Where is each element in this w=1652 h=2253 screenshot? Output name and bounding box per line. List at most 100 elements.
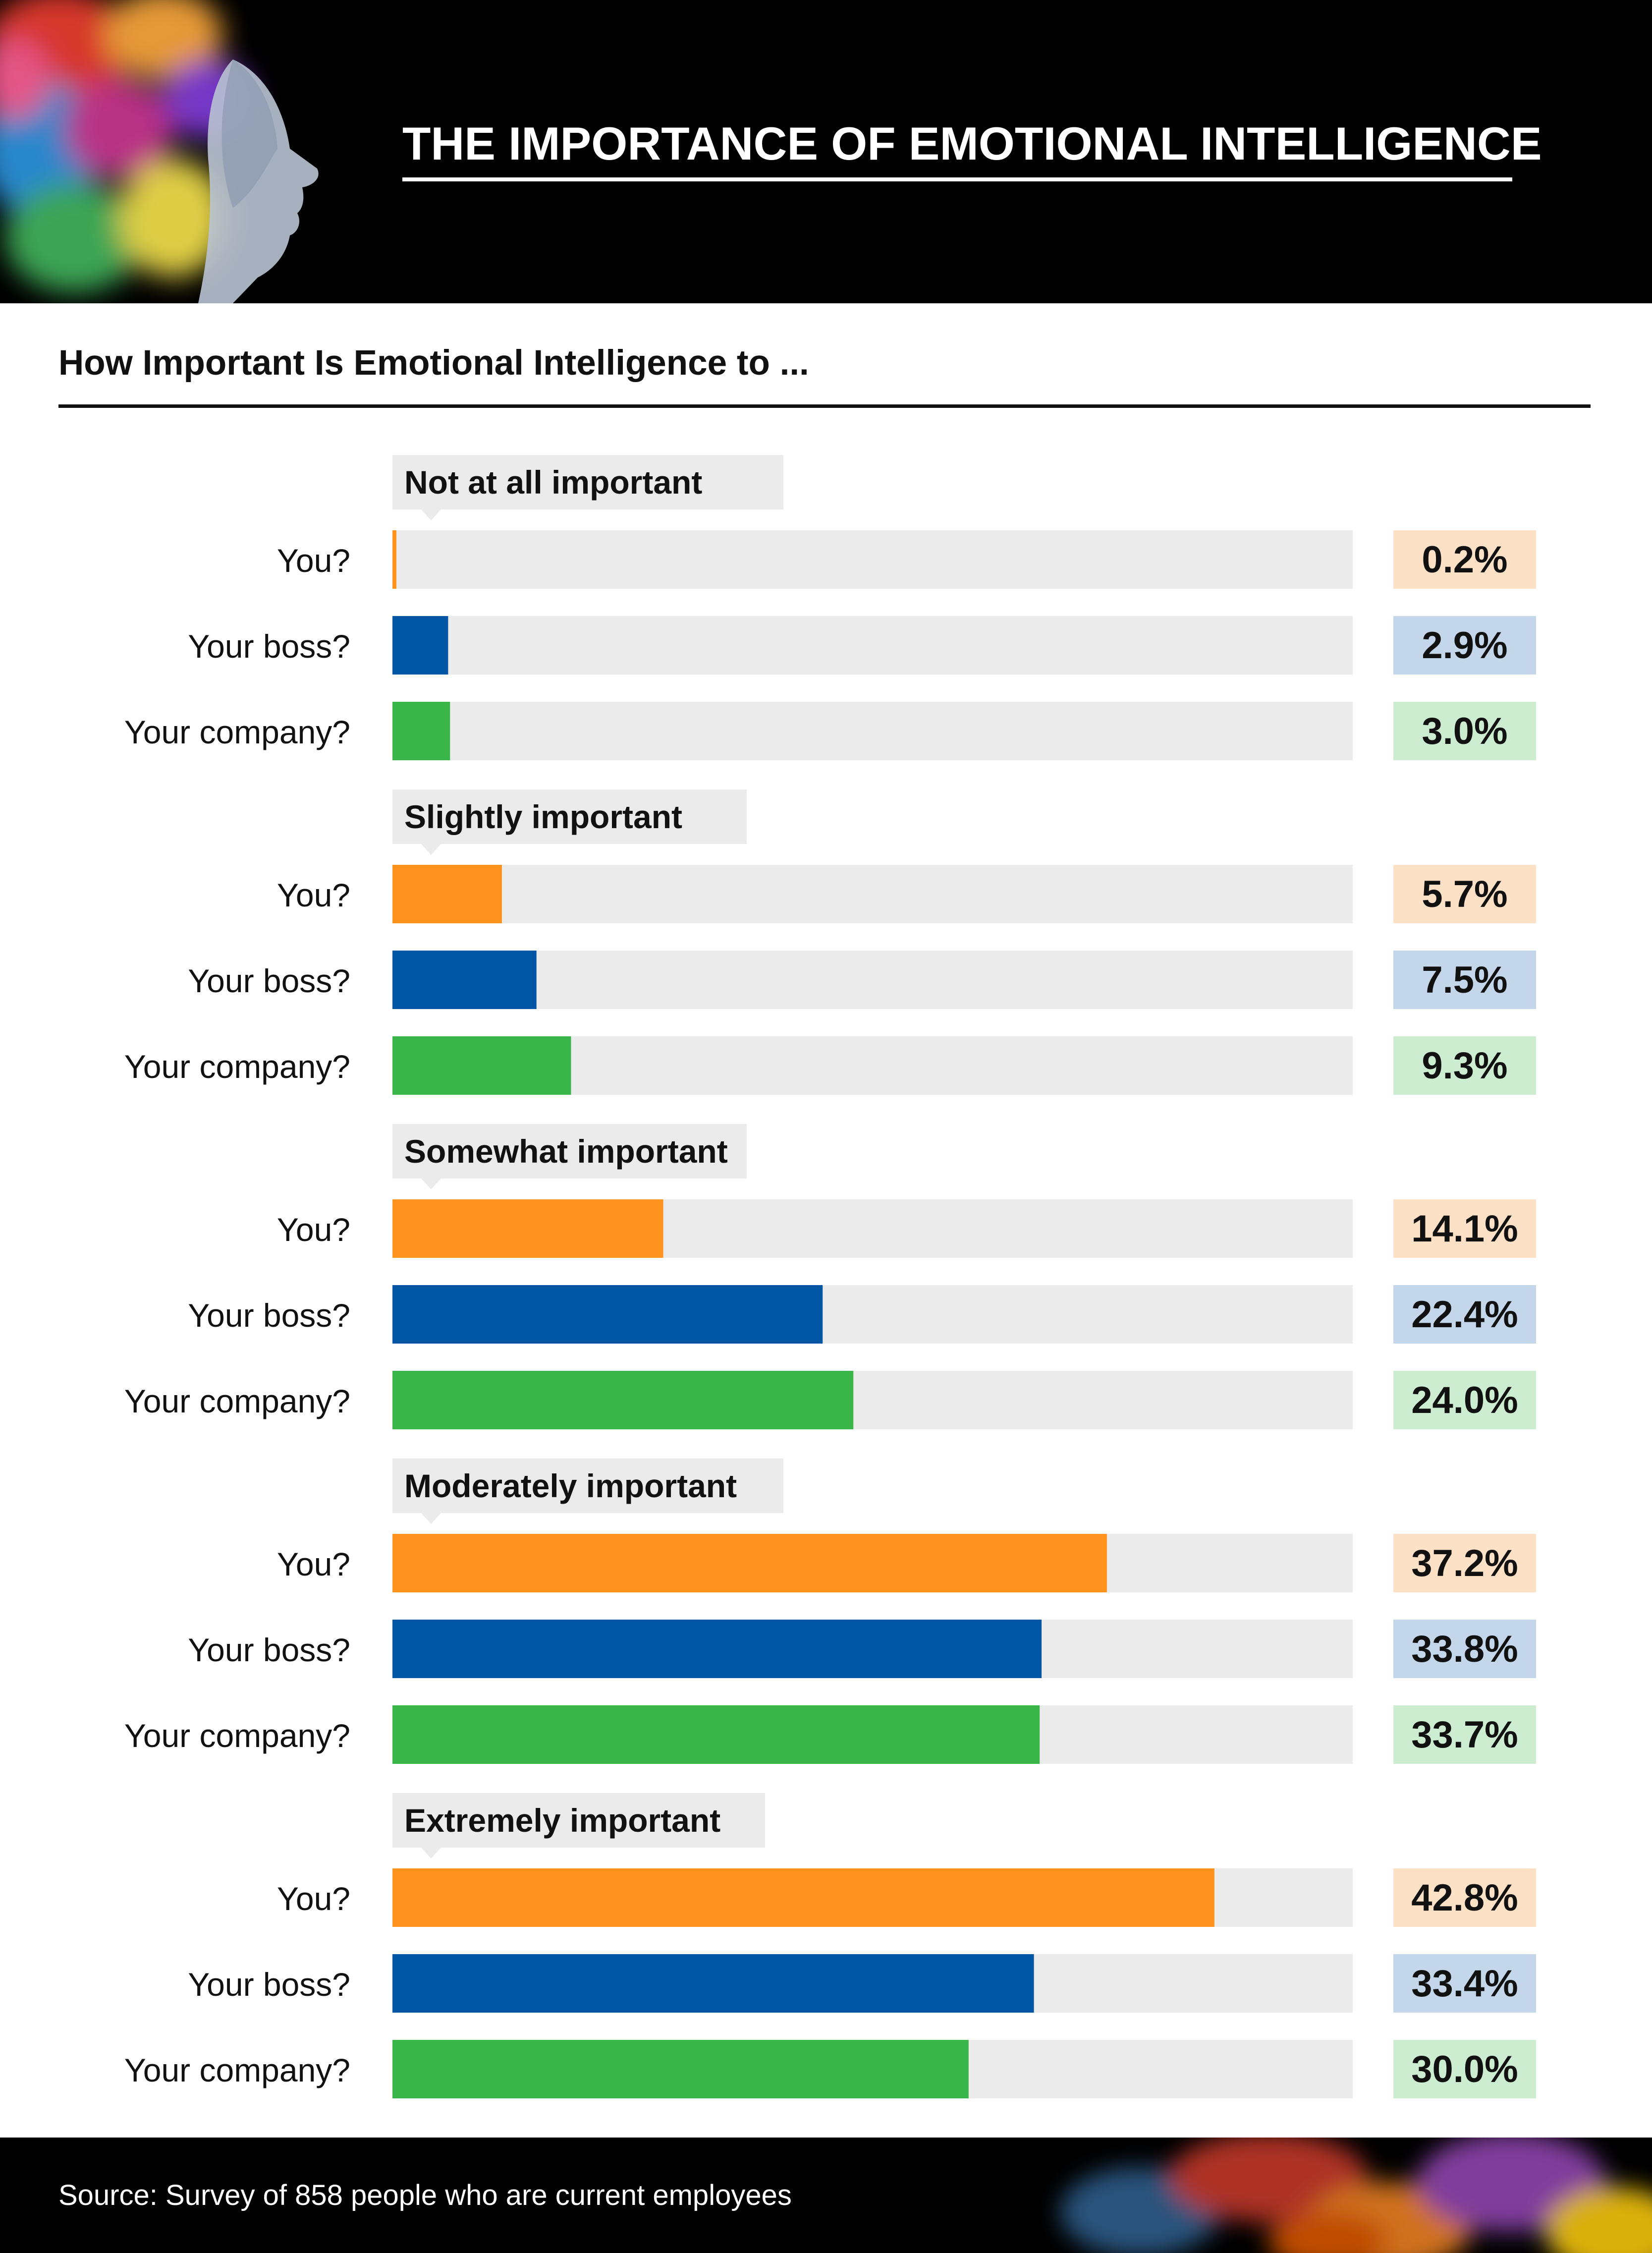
bar-boss xyxy=(392,1620,1042,1678)
bar-row-you: You? 0.2% xyxy=(277,530,1536,589)
bar-row-company: Your company? 30.0% xyxy=(124,2040,1536,2098)
bar-boss xyxy=(392,616,448,675)
category-label: Slightly important xyxy=(404,798,682,835)
category-label: Moderately important xyxy=(404,1467,737,1504)
data-label: 30.0% xyxy=(1411,2048,1518,2090)
bar-you xyxy=(392,530,396,589)
category-tag-pointer xyxy=(421,844,441,855)
bar-row-company: Your company? 9.3% xyxy=(124,1036,1536,1095)
value-badge xyxy=(1393,1371,1536,1429)
data-label: 3.0% xyxy=(1422,710,1507,752)
category-tag-pointer xyxy=(421,1848,441,1859)
bar-row-you: You? 42.8% xyxy=(277,1868,1536,1927)
footer-banner: Source: Survey of 858 people who are cur… xyxy=(0,2138,1652,2253)
value-badge xyxy=(1393,702,1536,760)
data-label: 37.2% xyxy=(1411,1542,1518,1584)
category-tag-pointer xyxy=(421,1513,441,1524)
bar-row-you: You? 5.7% xyxy=(277,865,1536,923)
bar-you xyxy=(392,1199,663,1258)
row-label: Your boss? xyxy=(188,1632,350,1668)
data-label: 7.5% xyxy=(1422,959,1507,1001)
data-label: 9.3% xyxy=(1422,1045,1507,1087)
category-group: Not at all important You? 0.2% Your boss? 2.… xyxy=(124,455,1536,760)
data-label: 2.9% xyxy=(1422,624,1507,667)
category-tag xyxy=(392,1459,783,1513)
row-label: Your boss? xyxy=(188,962,350,999)
category-tag xyxy=(392,1124,747,1179)
category-tag-pointer xyxy=(421,1179,441,1189)
value-badge xyxy=(1393,951,1536,1009)
bar-row-boss: Your boss? 33.4% xyxy=(188,1954,1536,2013)
value-badge xyxy=(1393,530,1536,589)
value-badge xyxy=(1393,1620,1536,1678)
bar-company xyxy=(392,702,450,760)
row-label: Your company? xyxy=(124,1383,350,1419)
bar-company xyxy=(392,2040,969,2098)
row-label: Your company? xyxy=(124,1048,350,1085)
bar-track xyxy=(392,530,1353,589)
value-badge xyxy=(1393,1199,1536,1258)
row-label: You? xyxy=(277,1211,350,1248)
data-label: 22.4% xyxy=(1411,1294,1518,1336)
row-label: You? xyxy=(277,1546,350,1582)
bar-row-you: You? 14.1% xyxy=(277,1199,1536,1258)
row-label: Your boss? xyxy=(188,1297,350,1334)
bar-row-boss: Your boss? 2.9% xyxy=(188,616,1536,675)
bar-row-company: Your company? 33.7% xyxy=(124,1705,1536,1764)
category-label: Not at all important xyxy=(404,464,702,501)
bar-company xyxy=(392,1371,854,1429)
row-label: Your company? xyxy=(124,2052,350,2088)
category-tag-pointer xyxy=(421,509,441,520)
value-badge xyxy=(1393,616,1536,675)
bar-company xyxy=(392,1036,571,1095)
row-label: Your company? xyxy=(124,1717,350,1754)
bar-company xyxy=(392,1705,1040,1764)
header-banner: THE IMPORTANCE OF EMOTIONAL INTELLIGENCE xyxy=(0,0,1652,303)
title-divider xyxy=(58,404,1591,408)
row-label: You? xyxy=(277,542,350,579)
category-group: Somewhat important You? 14.1% Your boss? 22.… xyxy=(124,1124,1536,1429)
bar-row-boss: Your boss? 33.8% xyxy=(188,1620,1536,1678)
bar-track xyxy=(392,616,1353,675)
data-label: 0.2% xyxy=(1422,539,1507,581)
data-label: 33.4% xyxy=(1411,1963,1518,2005)
category-tag xyxy=(392,455,783,509)
bar-row-company: Your company? 24.0% xyxy=(124,1371,1536,1429)
bar-boss xyxy=(392,951,537,1009)
value-badge xyxy=(1393,2040,1536,2098)
title-underline xyxy=(402,177,1512,181)
colorful-smoke-illustration xyxy=(1060,2138,1652,2253)
category-label: Extremely important xyxy=(404,1802,720,1839)
value-badge xyxy=(1393,1705,1536,1764)
bar-you xyxy=(392,1868,1214,1927)
row-label: You? xyxy=(277,1880,350,1917)
value-badge xyxy=(1393,1285,1536,1344)
bar-track xyxy=(392,702,1353,760)
source-note: Source: Survey of 858 people who are cur… xyxy=(58,2179,792,2211)
bar-you xyxy=(392,865,502,923)
page-title: THE IMPORTANCE OF EMOTIONAL INTELLIGENCE xyxy=(402,117,1542,169)
bar-track xyxy=(392,951,1353,1009)
category-tag xyxy=(392,789,747,844)
bar-row-you: You? 37.2% xyxy=(277,1534,1536,1592)
data-label: 14.1% xyxy=(1411,1208,1518,1250)
bar-boss xyxy=(392,1954,1034,2013)
category-tag xyxy=(392,1793,765,1848)
value-badge xyxy=(1393,1868,1536,1927)
bar-you xyxy=(392,1534,1107,1592)
data-label: 5.7% xyxy=(1422,873,1507,915)
data-label: 24.0% xyxy=(1411,1379,1518,1421)
bar-boss xyxy=(392,1285,823,1344)
row-label: Your boss? xyxy=(188,1966,350,2003)
category-group: Moderately important You? 37.2% Your boss? 3… xyxy=(124,1459,1536,1764)
data-label: 33.8% xyxy=(1411,1628,1518,1670)
colorful-head-illustration xyxy=(0,0,319,303)
category-group: Slightly important You? 5.7% Your boss? 7.5%… xyxy=(124,789,1536,1095)
bar-row-boss: Your boss? 22.4% xyxy=(188,1285,1536,1344)
value-badge xyxy=(1393,1534,1536,1592)
row-label: Your boss? xyxy=(188,628,350,665)
chart-title: How Important Is Emotional Intelligence … xyxy=(58,343,809,383)
value-badge xyxy=(1393,865,1536,923)
data-label: 42.8% xyxy=(1411,1877,1518,1919)
